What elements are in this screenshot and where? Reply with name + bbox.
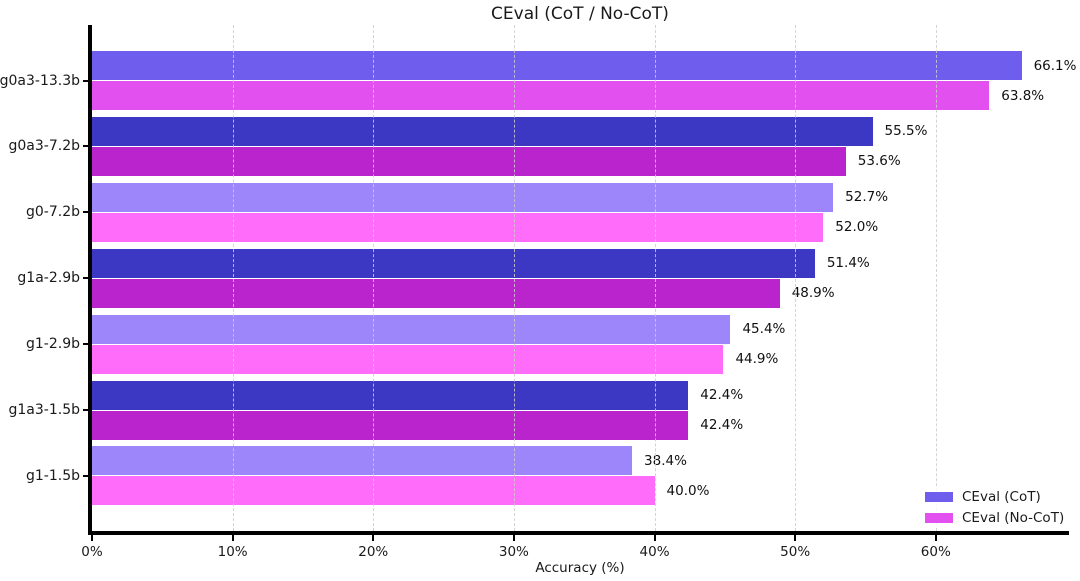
bar-value-label: 40.0% <box>666 482 710 499</box>
bar-row-cot-g0a3-13.3b: 66.1% <box>92 51 1076 80</box>
bar-row-nocot-g0-7.2b: 52.0% <box>92 212 1068 242</box>
x-axis-ticks: 0% 10% 20% 30% 40% 50% 60% <box>81 535 1068 581</box>
y-tick-g1a3-1.5b <box>83 409 89 411</box>
x-tick-10 <box>231 535 234 541</box>
bar-row-cot-g1-1.5b: 38.4% <box>92 446 1068 476</box>
x-tick-label-10: 10% <box>217 544 248 560</box>
x-tick-label-20: 20% <box>358 544 389 560</box>
nocot-bar-g1a-2.9b <box>92 278 780 308</box>
chart-title: CEval (CoT / No-CoT) <box>491 4 669 24</box>
bar-row-cot-g1-2.9b: 45.4% <box>92 314 1068 344</box>
bar-value-label: 42.4% <box>700 417 744 433</box>
gridline-40 <box>654 25 656 531</box>
bar-value-label: 42.4% <box>700 387 744 403</box>
plot-area: 66.1% 63.8% 55.5% 53.6% 52.7% 52.0% 51.4% 48.9%… <box>92 25 1076 531</box>
bar-value-label: 44.9% <box>735 351 779 368</box>
bar-value-label: 53.6% <box>857 153 901 170</box>
y-tick-g1-2.9b <box>83 343 89 346</box>
bar-value-label: 48.9% <box>791 285 835 302</box>
bar-row-nocot-g1-2.9b: 44.9% <box>92 344 1068 374</box>
y-tick-g0a3-13.3b <box>83 79 89 82</box>
legend-label-cot: CEval (CoT) <box>962 489 1041 505</box>
bar-row-nocot-g0a3-7.2b: 53.6% <box>92 146 1068 176</box>
nocot-bar-g1-2.9b <box>92 344 724 374</box>
cot-bar-g1a-2.9b <box>92 248 815 278</box>
gridline-10 <box>232 25 234 531</box>
y-tick-g1a-2.9b <box>83 277 89 280</box>
bar-row-cot-g1a3-1.5b: 42.4% <box>92 380 1068 410</box>
y-axis-spine <box>88 25 92 535</box>
legend-swatch-cot <box>925 492 953 502</box>
x-axis-title: Accuracy (%) <box>535 560 625 576</box>
gridline-50 <box>795 25 797 531</box>
x-tick-label-60: 60% <box>920 544 951 560</box>
bar-group-g1a3-1.5b: 42.4% 42.4% <box>92 380 1068 440</box>
bar-group-g1a-2.9b: 51.4% 48.9% <box>92 248 1068 308</box>
x-tick-0 <box>91 535 93 541</box>
x-tick-60 <box>934 535 937 541</box>
bar-group-g1-2.9b: 45.4% 44.9% <box>92 314 1068 374</box>
x-tick-30 <box>512 535 515 541</box>
gridline-30 <box>513 25 515 531</box>
cot-bar-g1-1.5b <box>92 446 633 476</box>
x-tick-50 <box>794 535 797 541</box>
nocot-bar-g0a3-7.2b <box>92 146 846 176</box>
legend-item-nocot: CEval (No-CoT) <box>925 510 1064 526</box>
bar-value-label: 52.7% <box>845 189 889 206</box>
bar-row-cot-g0a3-7.2b: 55.5% <box>92 116 1068 146</box>
bar-row-cot-g1a-2.9b: 51.4% <box>92 248 1068 278</box>
nocot-bar-g0-7.2b <box>92 212 824 242</box>
y-label-g1-1.5b: g1-1.5b <box>26 467 80 484</box>
x-tick-label-0: 0% <box>81 544 103 560</box>
x-tick-label-40: 40% <box>639 544 670 560</box>
bar-value-label: 66.1% <box>1033 57 1077 74</box>
y-label-g1a-2.9b: g1a-2.9b <box>17 270 80 287</box>
y-label-g0a3-13.3b: g0a3-13.3b <box>0 72 80 89</box>
y-axis-labels: g0a3-13.3b g0a3-7.2b g0-7.2b g1a-2.9b g1-2.9… <box>0 25 80 531</box>
legend-item-cot: CEval (CoT) <box>925 489 1064 505</box>
x-axis-spine <box>88 531 1069 535</box>
y-label-g1-2.9b: g1-2.9b <box>26 336 80 353</box>
bar-group-g0-7.2b: 52.7% 52.0% <box>92 182 1068 242</box>
bar-value-label: 55.5% <box>884 123 928 140</box>
bar-row-nocot-g1a-2.9b: 48.9% <box>92 278 1068 308</box>
cot-bar-g0a3-13.3b <box>92 51 1022 80</box>
x-tick-40 <box>653 535 656 541</box>
legend-label-nocot: CEval (No-CoT) <box>962 510 1065 526</box>
cot-bar-g1-2.9b <box>92 314 731 344</box>
bar-row-nocot-g0a3-13.3b: 63.8% <box>92 81 1068 110</box>
bar-value-label: 63.8% <box>1001 87 1045 104</box>
bar-value-label: 51.4% <box>826 255 870 272</box>
bar-value-label: 38.4% <box>644 452 687 469</box>
y-label-g1a3-1.5b: g1a3-1.5b <box>8 402 80 418</box>
bar-row-nocot-g1a3-1.5b: 42.4% <box>92 410 1068 440</box>
y-label-g0-7.2b: g0-7.2b <box>26 204 80 221</box>
nocot-bar-g0a3-13.3b <box>92 81 990 110</box>
legend: CEval (CoT) CEval (No-CoT) <box>921 487 1069 528</box>
cot-bar-g0a3-7.2b <box>92 116 873 146</box>
x-tick-label-30: 30% <box>498 544 529 560</box>
nocot-bar-g1a3-1.5b <box>92 410 689 440</box>
y-tick-g0a3-7.2b <box>83 145 89 148</box>
y-tick-g1-1.5b <box>83 474 89 477</box>
cot-bar-g1a3-1.5b <box>92 380 689 410</box>
cot-bar-g0-7.2b <box>92 182 834 212</box>
x-tick-20 <box>372 535 375 541</box>
y-tick-g0-7.2b <box>83 211 89 214</box>
bar-group-g0a3-7.2b: 55.5% 53.6% <box>92 116 1068 176</box>
bar-group-g0a3-13.3b: 66.1% 63.8% <box>92 51 1076 110</box>
x-tick-label-50: 50% <box>780 544 811 560</box>
gridline-20 <box>373 25 375 531</box>
legend-swatch-nocot <box>925 513 953 523</box>
bar-value-label: 45.4% <box>742 321 786 338</box>
gridline-60 <box>935 25 937 531</box>
y-label-g0a3-7.2b: g0a3-7.2b <box>8 138 80 155</box>
bar-row-cot-g0-7.2b: 52.7% <box>92 182 1068 212</box>
bar-value-label: 52.0% <box>835 219 879 236</box>
